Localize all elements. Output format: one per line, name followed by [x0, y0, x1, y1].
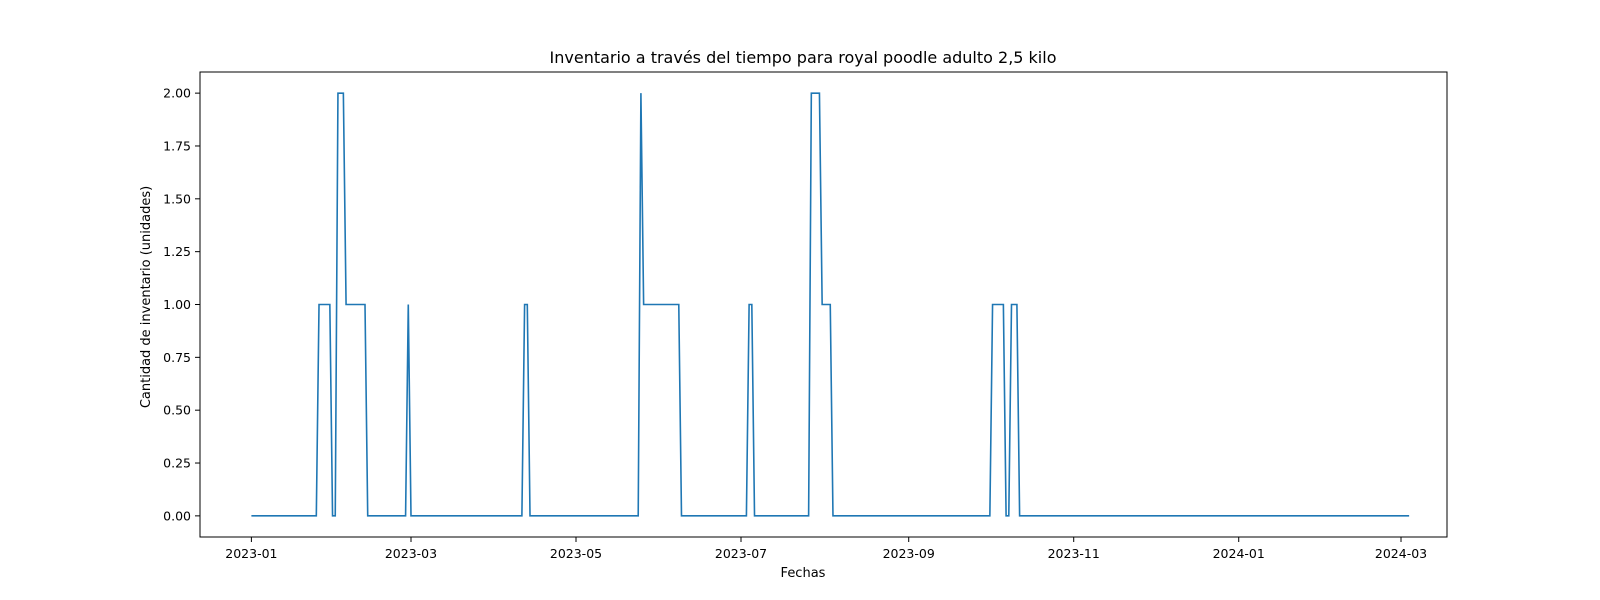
y-tick-label: 0.50 [163, 403, 191, 418]
x-tick-label: 2023-05 [550, 546, 602, 561]
x-axis-label: Fechas [781, 566, 826, 581]
series-line [251, 92, 1410, 517]
x-tick-label: 2024-03 [1375, 546, 1427, 561]
ticks-layer: 2023-01 2023-03 2023-05 2023-07 2023-09 2023-… [163, 86, 1427, 561]
y-tick-label: 1.25 [163, 244, 191, 259]
chart-title: Inventario a través del tiempo para roya… [550, 48, 1057, 67]
x-tick-label: 2023-09 [883, 546, 935, 561]
y-axis-label: Cantidad de inventario (unidades) [139, 186, 154, 408]
y-tick-label: 1.00 [163, 297, 191, 312]
y-tick-label: 2.00 [163, 86, 191, 101]
x-tick-label: 2023-07 [715, 546, 767, 561]
y-tick-label: 1.75 [163, 138, 191, 153]
y-tick-label: 0.75 [163, 350, 191, 365]
y-tick-label: 0.00 [163, 508, 191, 523]
x-tick-label: 2023-01 [225, 546, 277, 561]
plot-frame [199, 71, 1448, 538]
y-tick-label: 1.50 [163, 191, 191, 206]
y-tick-label: 0.25 [163, 456, 191, 471]
x-tick-label: 2024-01 [1213, 546, 1265, 561]
x-tick-label: 2023-03 [385, 546, 437, 561]
x-tick-label: 2023-11 [1048, 546, 1100, 561]
